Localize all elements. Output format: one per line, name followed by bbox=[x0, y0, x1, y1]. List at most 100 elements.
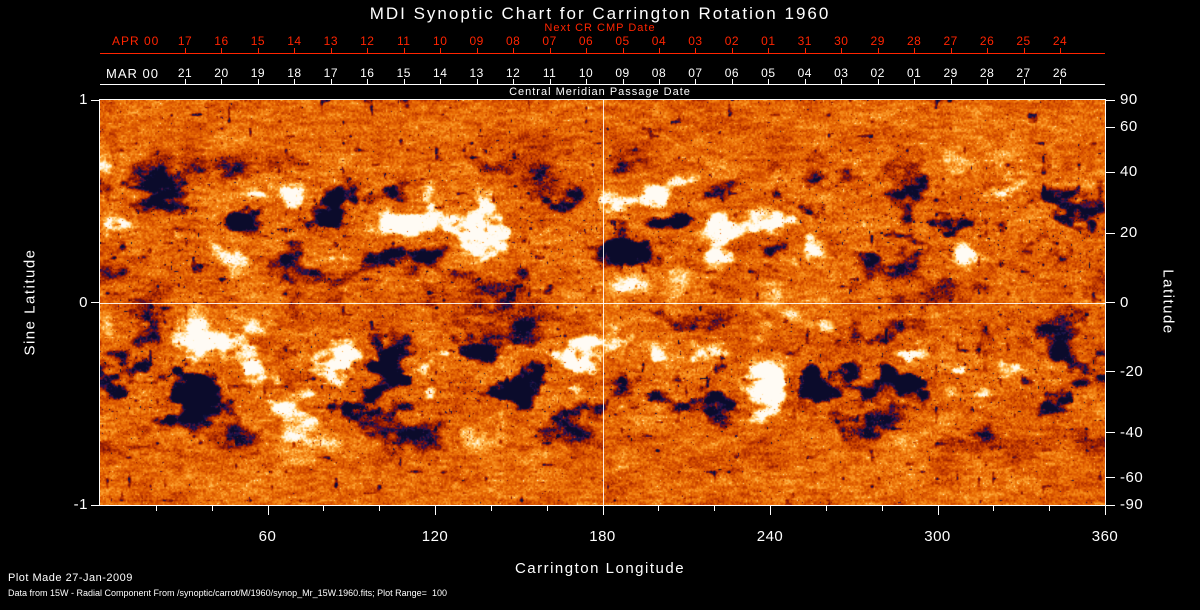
x-axis-minor-tick bbox=[993, 506, 995, 511]
next-cr-date-tick bbox=[914, 48, 916, 53]
cmp-month-label: MAR 00 bbox=[106, 66, 159, 81]
next-cr-date-label: 17 bbox=[177, 34, 193, 48]
cmp-date-tick bbox=[549, 79, 551, 84]
cmp-date-label: 26 bbox=[1052, 66, 1068, 80]
next-cr-date-label: 26 bbox=[979, 34, 995, 48]
cmp-date-label: 27 bbox=[1016, 66, 1031, 80]
cmp-date-label: 17 bbox=[323, 66, 339, 80]
cmp-axis-line bbox=[100, 84, 1105, 85]
cmp-date-label: 03 bbox=[834, 66, 849, 80]
cmp-date-tick bbox=[695, 79, 697, 84]
right-axis-tick bbox=[1106, 477, 1115, 479]
right-axis-tick-label: -40 bbox=[1120, 423, 1144, 441]
cmp-date-tick bbox=[841, 79, 843, 84]
next-cr-date-label: 04 bbox=[651, 34, 667, 48]
left-axis-tick bbox=[91, 504, 100, 506]
next-cr-date-label: 12 bbox=[360, 34, 375, 48]
next-cr-date-label: 08 bbox=[505, 34, 521, 48]
next-cr-date-tick bbox=[731, 48, 733, 53]
left-axis-tick-label: -1 bbox=[73, 496, 88, 513]
next-cr-date-tick bbox=[221, 48, 223, 53]
next-cr-date-tick bbox=[257, 48, 259, 53]
x-axis-minor-tick bbox=[379, 506, 381, 511]
right-axis-tick-label: 20 bbox=[1120, 224, 1138, 242]
left-axis-tick bbox=[91, 302, 100, 303]
next-cr-date-label: 01 bbox=[761, 34, 776, 48]
next-cr-date-label: 11 bbox=[397, 34, 411, 48]
right-axis-tick bbox=[1106, 171, 1115, 173]
next-cr-date-tick bbox=[622, 48, 624, 53]
x-axis-minor-tick bbox=[714, 506, 716, 511]
next-cr-date-tick bbox=[403, 48, 405, 53]
x-axis-minor-tick bbox=[881, 506, 883, 511]
cmp-date-tick bbox=[658, 79, 660, 84]
right-axis-tick-label: 60 bbox=[1120, 118, 1138, 136]
right-axis-tick-label: 40 bbox=[1120, 163, 1138, 181]
right-axis-tick bbox=[1106, 126, 1115, 128]
next-cr-date-tick bbox=[185, 48, 186, 53]
next-cr-date-tick bbox=[586, 48, 588, 53]
cmp-date-label: 16 bbox=[360, 66, 375, 80]
x-axis-minor-tick bbox=[211, 506, 213, 511]
cmp-date-tick bbox=[877, 79, 879, 84]
next-cr-date-label: 09 bbox=[469, 34, 484, 48]
next-cr-date-tick bbox=[804, 48, 806, 53]
cmp-date-tick bbox=[768, 79, 770, 84]
x-axis-minor-tick bbox=[323, 506, 325, 511]
cmp-date-tick bbox=[367, 79, 369, 84]
x-axis-tick-label: 300 bbox=[924, 528, 951, 545]
x-axis-minor-tick bbox=[490, 506, 492, 511]
next-cr-date-label: 27 bbox=[943, 34, 958, 48]
cmp-date-label: 21 bbox=[177, 66, 193, 80]
next-cr-date-label: 06 bbox=[578, 34, 594, 48]
cmp-date-label: 02 bbox=[870, 66, 885, 80]
right-axis-tick-label: -60 bbox=[1120, 468, 1144, 486]
cmp-date-label: 05 bbox=[761, 66, 776, 80]
cmp-date-tick bbox=[440, 79, 442, 84]
cmp-date-tick bbox=[586, 79, 588, 84]
cmp-date-tick bbox=[294, 79, 296, 84]
cmp-date-label: 08 bbox=[651, 66, 667, 80]
x-axis-tick-label: 60 bbox=[258, 528, 277, 545]
next-cr-month-label: APR 00 bbox=[112, 34, 160, 48]
x-axis-minor-tick bbox=[658, 506, 660, 511]
next-cr-date-tick bbox=[877, 48, 879, 53]
cmp-date-tick bbox=[731, 79, 733, 84]
right-axis-tick bbox=[1106, 371, 1115, 373]
cmp-date-label: 04 bbox=[797, 66, 812, 80]
next-cr-date-label: 13 bbox=[323, 34, 339, 48]
left-axis-tick-label: 1 bbox=[79, 91, 88, 108]
right-axis-tick bbox=[1106, 504, 1115, 506]
cmp-date-tick bbox=[476, 79, 478, 84]
next-cr-date-label: 02 bbox=[724, 34, 740, 48]
next-cr-date-label: 16 bbox=[214, 34, 229, 48]
cmp-date-label: 15 bbox=[396, 66, 411, 80]
next-cr-axis-line bbox=[100, 53, 1105, 54]
x-axis-minor-tick bbox=[1049, 506, 1051, 511]
plot-made-note: Plot Made 27-Jan-2009 bbox=[8, 572, 133, 584]
gridline-longitude-180 bbox=[603, 100, 604, 505]
next-cr-date-tick bbox=[294, 48, 296, 53]
next-cr-date-label: 30 bbox=[834, 34, 849, 48]
right-axis-tick bbox=[1106, 432, 1115, 434]
x-axis-major-tick bbox=[1105, 506, 1106, 515]
next-cr-date-tick bbox=[841, 48, 843, 53]
x-axis-major-tick bbox=[937, 506, 939, 515]
cmp-date-label: 18 bbox=[287, 66, 302, 80]
next-cr-date-label: 05 bbox=[615, 34, 630, 48]
next-cr-date-label: 10 bbox=[433, 34, 448, 48]
next-cr-date-label: 25 bbox=[1016, 34, 1031, 48]
cmp-date-label: 11 bbox=[542, 66, 557, 80]
next-cr-date-tick bbox=[987, 48, 989, 53]
cmp-date-tick bbox=[950, 79, 952, 84]
cmp-date-label: 01 bbox=[906, 66, 922, 80]
plot-frame bbox=[99, 99, 1106, 506]
next-cr-date-tick bbox=[1023, 48, 1025, 53]
cmp-date-tick bbox=[330, 79, 332, 84]
cmp-date-tick bbox=[513, 79, 515, 84]
chart-title: MDI Synoptic Chart for Carrington Rotati… bbox=[369, 4, 831, 23]
cmp-date-label: 28 bbox=[979, 66, 995, 80]
next-cr-date-label: 15 bbox=[250, 34, 266, 48]
cmp-date-label: 12 bbox=[505, 66, 521, 80]
